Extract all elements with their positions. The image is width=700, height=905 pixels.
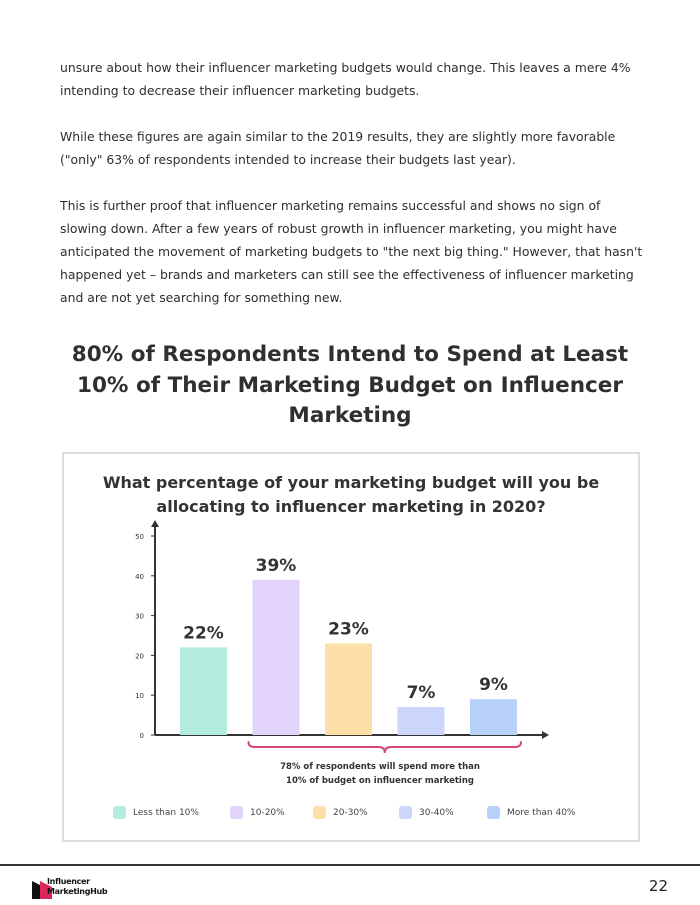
influencer-marketing-hub-logo: Influencer MarketingHub [30, 876, 130, 902]
legend-item: Less than 10% [113, 806, 199, 819]
footer-divider [0, 864, 700, 866]
annotation-brace [247, 741, 522, 754]
legend-swatch [487, 806, 500, 819]
y-tick-label: 20 [135, 652, 144, 660]
y-tick-label: 10 [135, 692, 144, 700]
data-label-3: 23% [328, 619, 369, 639]
page-number: 22 [648, 877, 668, 895]
legend-label: Less than 10% [133, 807, 199, 818]
legend-swatch [113, 806, 126, 819]
y-tick-label: 0 [140, 732, 144, 740]
annotation-line-2: 10% of budget on influencer marketing [286, 776, 474, 786]
legend-item: More than 40% [487, 806, 576, 819]
logo-text: Influencer MarketingHub [47, 877, 108, 897]
paragraph-budget-change: unsure about how their influencer market… [60, 60, 631, 99]
bar-3 [325, 643, 372, 735]
legend-label: 20-30% [333, 807, 368, 818]
chart-legend: Less than 10% 10-20% 20-30% 30-40% More than… [113, 806, 613, 822]
x-axis-arrow-icon [542, 731, 549, 739]
logo-text-line1: Influencer [47, 877, 90, 886]
legend-label: More than 40% [507, 807, 576, 818]
legend-item: 10-20% [230, 806, 285, 819]
legend-swatch [230, 806, 243, 819]
bar-1 [180, 647, 227, 735]
section-title: 80% of Respondents Intend to Spend at Le… [71, 342, 629, 428]
chart-title: What percentage of your marketing budget… [102, 473, 600, 516]
data-label-5: 9% [479, 675, 508, 695]
legend-item: 20-30% [313, 806, 368, 819]
legend-label: 10-20% [250, 807, 285, 818]
paragraph-further-proof: This is further proof that influencer ma… [60, 198, 643, 306]
logo-mark-icon [32, 881, 52, 899]
data-label-2: 39% [256, 556, 297, 576]
legend-swatch [399, 806, 412, 819]
y-axis-arrow-icon [151, 520, 159, 527]
data-label-4: 7% [407, 683, 436, 703]
y-tick-label: 30 [135, 613, 144, 621]
logo-text-line2: MarketingHub [47, 887, 108, 896]
legend-swatch [313, 806, 326, 819]
bar-chart: 0 10 20 30 40 50 22% 39% 23% 7% 9% 78% of responden… [135, 520, 549, 786]
bar-2 [252, 579, 300, 735]
y-tick-label: 50 [135, 533, 144, 541]
annotation-line-1: 78% of respondents will spend more than [280, 762, 480, 772]
legend-item: 30-40% [399, 806, 454, 819]
paragraph-2019-comparison: While these figures are again similar to… [60, 129, 616, 168]
bar-4 [397, 707, 445, 735]
data-label-1: 22% [183, 623, 224, 643]
chart-container: What percentage of your marketing budget… [62, 452, 640, 842]
legend-label: 30-40% [419, 807, 454, 818]
bar-5 [470, 699, 517, 735]
y-tick-label: 40 [135, 573, 144, 581]
